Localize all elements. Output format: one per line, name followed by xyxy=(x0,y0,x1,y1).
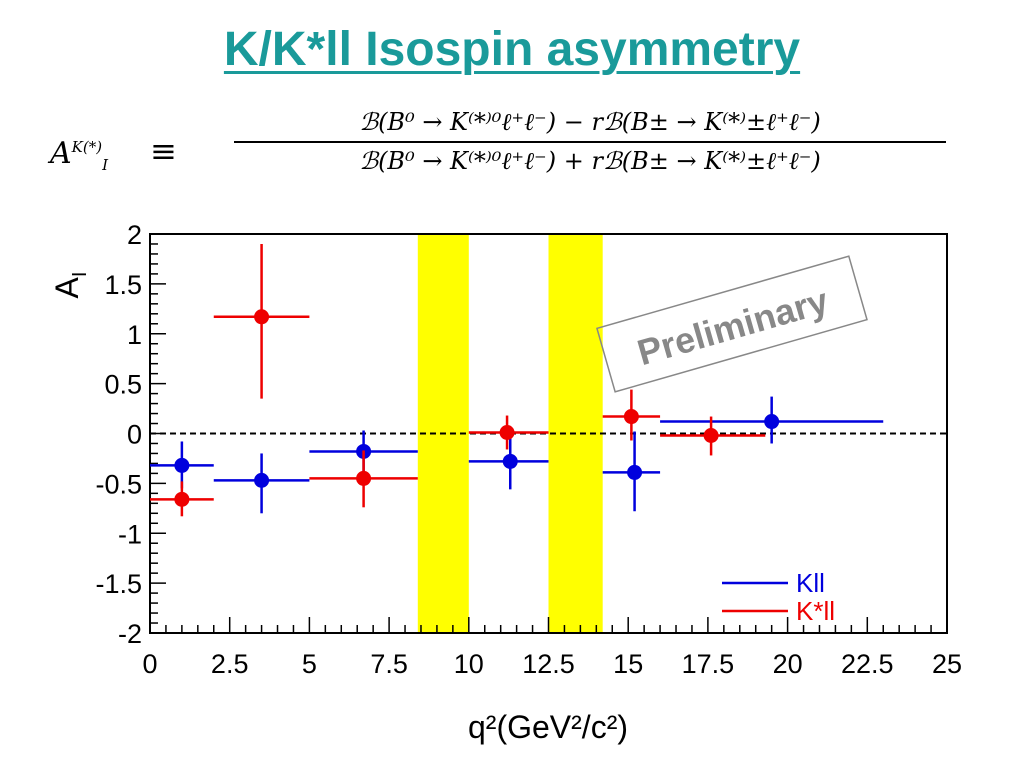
isospin-formula: AK(*)I ≡ ℬ(B⁰ → K⁽*⁾⁰ℓ⁺ℓ⁻) − rℬ(B± → K⁽*… xyxy=(50,108,946,208)
y-tick-label: 0.5 xyxy=(104,370,142,400)
series-kstarll xyxy=(150,243,766,517)
x-tick-label: 22.5 xyxy=(841,649,894,679)
y-tick-label: 1 xyxy=(127,320,142,350)
preliminary-box xyxy=(596,255,868,393)
x-tick-label: 17.5 xyxy=(682,649,735,679)
y-tick-label: -0.5 xyxy=(95,469,142,499)
formula-lhs-symbol: A xyxy=(50,136,72,171)
data-point xyxy=(627,464,643,480)
legend-label: K*ll xyxy=(796,596,835,626)
x-axis-label: q²(GeV²/c²) xyxy=(468,709,628,745)
formula-fraction: ℬ(B⁰ → K⁽*⁾⁰ℓ⁺ℓ⁻) − rℬ(B± → K⁽*⁾±ℓ⁺ℓ⁻) ℬ… xyxy=(230,108,950,176)
x-tick-label: 25 xyxy=(932,649,962,679)
preliminary-text: Preliminary xyxy=(633,280,833,373)
isospin-asymmetry-chart: 0 2.5 5 7.5 10 12.5 15 17.5 20 22.5 25 2 1.5 1 0.5 0 -0.… xyxy=(49,220,962,745)
y-tick-label: 1.5 xyxy=(104,270,142,300)
y-tick-label: 2 xyxy=(127,220,142,250)
x-tick-label: 7.5 xyxy=(370,649,408,679)
data-point xyxy=(254,309,270,325)
x-tick-label: 2.5 xyxy=(211,649,249,679)
y-axis-label-main: A xyxy=(49,276,85,298)
vetoed-bands xyxy=(417,234,603,633)
tick-labels: 0 2.5 5 7.5 10 12.5 15 17.5 20 22.5 25 2 1.5 1 0.5 0 -0.… xyxy=(95,220,962,679)
axis-ticks xyxy=(149,233,948,634)
data-point xyxy=(356,470,372,486)
slide-title-text: K/K*ll Isospin asymmetry xyxy=(223,23,801,76)
legend-label: Kll xyxy=(796,568,825,598)
data-point xyxy=(174,457,190,473)
x-tick-label: 20 xyxy=(773,649,803,679)
y-tick-label: -2 xyxy=(118,619,142,649)
data-point xyxy=(623,409,639,425)
y-axis-label-sub: I xyxy=(69,272,91,278)
preliminary-stamp: Preliminary xyxy=(596,255,868,393)
x-tick-label: 15 xyxy=(613,649,643,679)
x-tick-label: 5 xyxy=(302,649,317,679)
data-point xyxy=(764,414,780,430)
x-tick-label: 0 xyxy=(142,649,157,679)
data-point xyxy=(254,472,270,488)
formula-fraction-bar xyxy=(234,141,946,143)
y-tick-label: -1 xyxy=(118,519,142,549)
formula-lhs-subscript: I xyxy=(102,156,109,174)
formula-lhs: AK(*)I xyxy=(50,136,108,174)
x-tick-label: 12.5 xyxy=(522,649,575,679)
data-point xyxy=(174,491,190,507)
formula-numerator: ℬ(B⁰ → K⁽*⁾⁰ℓ⁺ℓ⁻) − rℬ(B± → K⁽*⁾±ℓ⁺ℓ⁻) xyxy=(359,108,821,136)
x-tick-label: 10 xyxy=(454,649,484,679)
slide-title: K/K*ll Isospin asymmetry xyxy=(0,22,1024,77)
formula-denominator: ℬ(B⁰ → K⁽*⁾⁰ℓ⁺ℓ⁻) + rℬ(B± → K⁽*⁾±ℓ⁺ℓ⁻) xyxy=(359,147,821,175)
data-point xyxy=(502,453,518,469)
data-point xyxy=(703,427,719,443)
y-tick-label: 0 xyxy=(127,420,142,450)
y-axis-label: AI xyxy=(49,272,91,299)
formula-equiv: ≡ xyxy=(150,132,177,170)
data-series xyxy=(150,243,884,517)
data-point xyxy=(499,425,515,441)
y-tick-label: -1.5 xyxy=(95,569,142,599)
series-kll xyxy=(150,396,884,514)
formula-lhs-superscript: K(*) xyxy=(71,138,103,156)
